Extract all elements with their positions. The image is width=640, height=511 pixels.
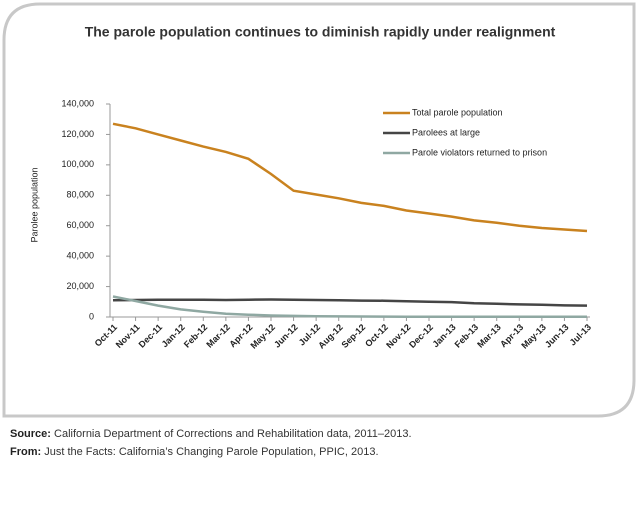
y-axis-label: Parolee population: [29, 167, 39, 242]
source-text: California Department of Corrections and…: [54, 428, 412, 440]
line: [112, 295, 587, 319]
line: [112, 122, 588, 233]
y-tick-label: 60,000: [66, 220, 94, 230]
y-tick-label: 40,000: [66, 251, 94, 261]
y-tick-label: 140,000: [61, 98, 94, 108]
y-tick-label: 120,000: [61, 129, 94, 139]
source: Source: California Department of Correct…: [10, 428, 412, 440]
y-tick-label: 0: [89, 311, 94, 321]
from-label: From:: [10, 446, 42, 458]
line: [112, 298, 588, 307]
from: From: Just the Facts: California’s Chang…: [10, 446, 379, 458]
y-tick-label: 100,000: [61, 159, 94, 169]
y-tick-label: 80,000: [66, 190, 94, 200]
y-tick-label: 20,000: [66, 281, 94, 291]
chart: The parole population continues to dimin…: [2, 2, 636, 418]
legend-label: Parolees at large: [412, 127, 480, 137]
legend-label: Parole violators returned to prison: [412, 147, 547, 157]
legend-label: Total parole population: [412, 107, 503, 117]
chart-title: The parole population continues to dimin…: [85, 24, 556, 40]
from-text: Just the Facts: California’s Changing Pa…: [44, 446, 379, 458]
source-label: Source:: [10, 428, 51, 440]
panel-border: [2, 2, 636, 418]
